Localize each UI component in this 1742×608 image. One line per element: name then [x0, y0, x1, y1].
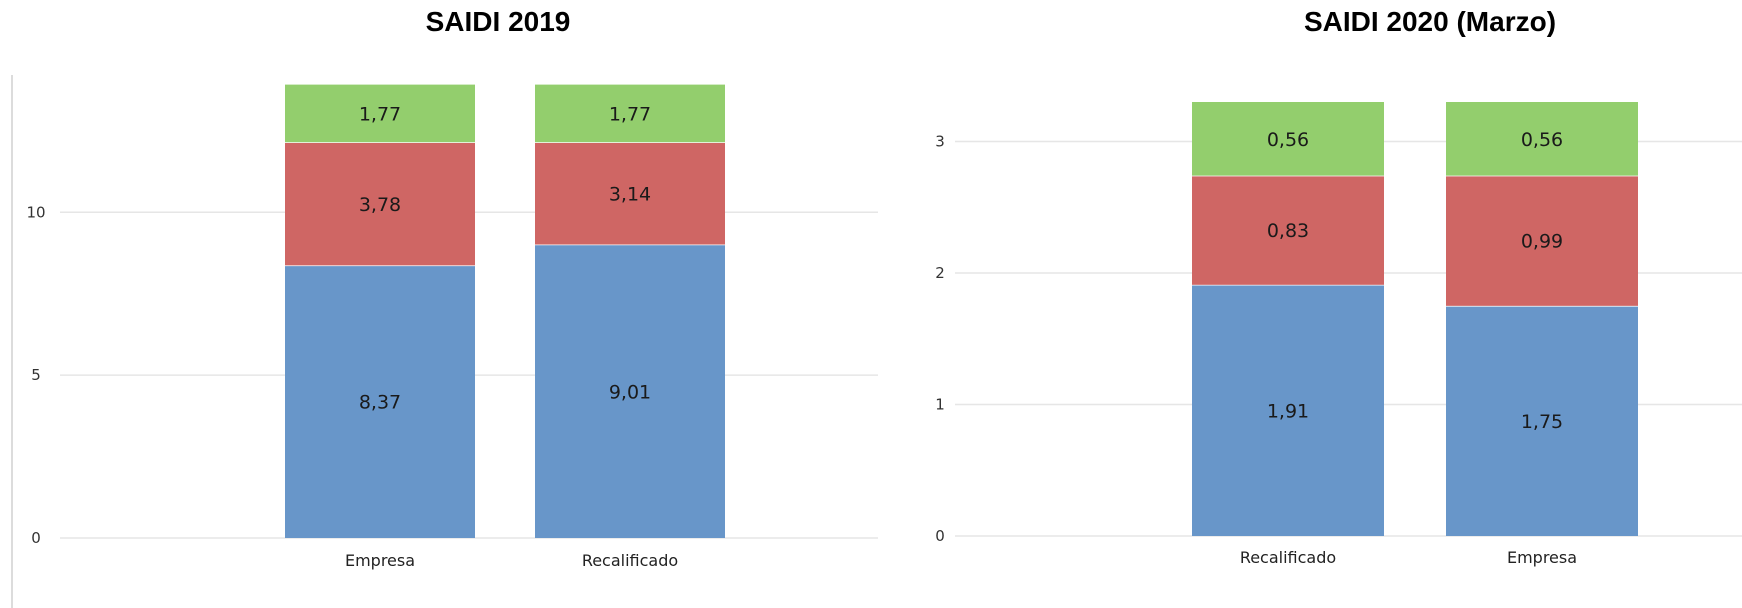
chart-title-right: SAIDI 2020 (Marzo)	[1303, 6, 1557, 37]
y-tick-label: 0	[31, 529, 41, 547]
y-tick-label: 3	[935, 132, 945, 150]
bar-segment	[1446, 305, 1638, 536]
y-tick-label: 10	[26, 203, 45, 221]
chart-saidi-2019: 0 5 10 8,37 3,78 1,77 Empresa 9,01 3,14 1,77 Recal…	[26, 84, 878, 570]
bar-segment	[1192, 102, 1384, 176]
chart-saidi-2020: 0 1 2 3 1,91 0,83 0,56 Recalificado 1,75 0,99 0,56…	[935, 102, 1742, 567]
chart-title-left: SAIDI 2019	[425, 6, 571, 37]
data-label: 0,99	[1521, 231, 1563, 253]
data-label: 1,75	[1521, 411, 1563, 433]
data-label: 1,91	[1267, 400, 1309, 422]
bar-segment	[285, 265, 475, 538]
bar-segment	[535, 244, 725, 538]
bar-segment	[535, 84, 725, 143]
data-label: 3,14	[609, 183, 651, 205]
x-category-label: Empresa	[345, 551, 415, 570]
x-category-label: Recalificado	[1240, 548, 1336, 567]
bar-segment	[1192, 175, 1384, 285]
y-tick-label: 5	[31, 366, 41, 384]
bar-segment	[535, 142, 725, 245]
bar-segment	[1446, 175, 1638, 306]
bar-segment	[1446, 102, 1638, 176]
data-label: 9,01	[609, 381, 651, 403]
data-label: 1,77	[609, 103, 651, 125]
y-tick-label: 0	[935, 527, 945, 545]
data-label: 0,56	[1267, 129, 1309, 151]
bar-segment	[285, 84, 475, 143]
data-label: 0,83	[1267, 220, 1309, 242]
y-tick-label: 1	[935, 395, 945, 413]
data-label: 0,56	[1521, 129, 1563, 151]
bar-segment	[1192, 284, 1384, 536]
x-category-label: Empresa	[1507, 548, 1577, 567]
y-tick-label: 2	[935, 264, 945, 282]
data-label: 3,78	[359, 194, 401, 216]
data-label: 8,37	[359, 392, 401, 414]
bar-segment	[285, 142, 475, 266]
data-label: 1,77	[359, 103, 401, 125]
x-category-label: Recalificado	[582, 551, 678, 570]
